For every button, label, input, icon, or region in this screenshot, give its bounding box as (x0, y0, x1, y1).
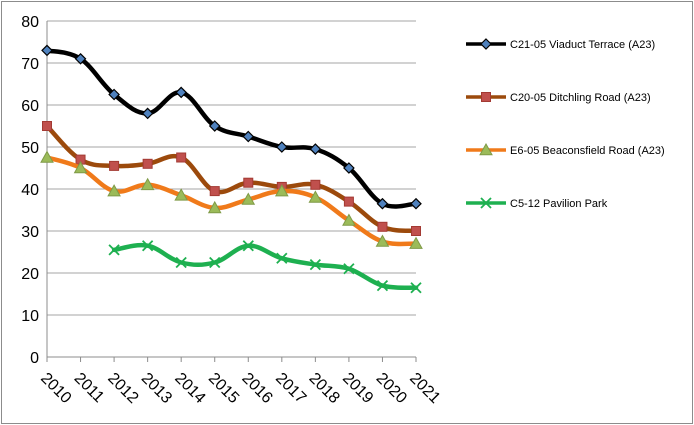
data-point (207, 200, 222, 214)
data-point (140, 177, 155, 191)
data-point (175, 256, 187, 269)
legend-marker (481, 92, 491, 102)
series-0 (41, 44, 422, 210)
x-tick-label: 2021 (406, 370, 443, 407)
data-point (308, 190, 323, 203)
legend-label: C5-12 Pavilion Park (510, 198, 608, 210)
data-point (377, 221, 388, 232)
data-point (242, 130, 255, 143)
legend-item: C5-12 Pavilion Park (466, 197, 608, 210)
data-point (208, 120, 221, 132)
series-lines (40, 44, 423, 294)
x-tick-label: 2018 (306, 370, 343, 407)
legend-item: E6-05 Beaconsfield Road (A23) (466, 142, 665, 157)
data-point (74, 52, 87, 65)
data-point (40, 150, 54, 163)
y-tick-label: 40 (21, 182, 39, 199)
data-point (276, 252, 288, 264)
data-point (411, 226, 421, 236)
data-point (73, 160, 88, 174)
data-point (376, 279, 389, 292)
data-point (142, 158, 153, 169)
y-tick-label: 10 (21, 308, 39, 325)
data-point (343, 263, 355, 275)
data-point (107, 184, 121, 197)
legend-marker (480, 197, 492, 209)
data-point (343, 162, 355, 174)
y-tick-label: 30 (21, 224, 39, 241)
x-tick-label: 2019 (339, 370, 376, 407)
data-point (141, 240, 154, 252)
data-point (275, 141, 288, 153)
data-point (343, 196, 354, 207)
y-tick-label: 20 (21, 266, 39, 283)
legend-marker (480, 38, 492, 50)
legend: C21-05 Viaduct Terrace (A23) C20-05 Ditch… (466, 38, 665, 210)
data-point (209, 186, 220, 197)
y-tick-label: 80 (21, 14, 39, 31)
data-point (309, 143, 322, 155)
data-point (243, 177, 254, 188)
series-3 (108, 240, 422, 294)
data-point (309, 258, 322, 271)
x-tick-label: 2015 (205, 370, 242, 407)
data-point (241, 192, 256, 205)
series-2 (40, 150, 423, 249)
y-tick-label: 50 (21, 140, 39, 157)
y-tick-label: 70 (21, 56, 39, 73)
data-point (310, 179, 321, 190)
x-tick-label: 2011 (71, 370, 107, 406)
data-point (342, 213, 356, 226)
y-tick-label: 60 (21, 98, 39, 115)
data-point (175, 86, 188, 99)
data-point (410, 197, 422, 210)
legend-label: C21-05 Viaduct Terrace (A23) (510, 39, 655, 51)
x-tick-label: 2020 (373, 370, 410, 407)
series-1 (42, 121, 421, 236)
series-line (111, 242, 419, 291)
x-tick-label: 2016 (238, 370, 275, 407)
x-tick-label: 2013 (138, 370, 175, 407)
y-tick-labels: 0 10 20 30 40 50 60 70 80 (21, 14, 39, 367)
data-point (274, 184, 289, 197)
x-tick-label: 2012 (104, 370, 141, 407)
data-point (141, 107, 154, 120)
data-point (41, 44, 53, 57)
legend-item: C20-05 Ditchling Road (A23) (466, 92, 651, 104)
y-tick-label: 0 (30, 350, 39, 367)
legend-marker (479, 142, 493, 156)
legend-label: E6-05 Beaconsfield Road (A23) (510, 145, 665, 157)
axes (46, 21, 417, 362)
data-point (108, 244, 120, 256)
data-point (376, 197, 389, 210)
data-point (174, 188, 189, 201)
legend-item: C21-05 Viaduct Terrace (A23) (466, 38, 655, 51)
data-point (109, 160, 120, 171)
data-point (176, 152, 187, 163)
data-point (375, 234, 390, 247)
data-point (409, 236, 423, 249)
data-point (108, 88, 120, 101)
x-tick-label: 2014 (171, 370, 208, 407)
data-point (242, 240, 254, 252)
data-point (42, 121, 52, 131)
data-point (410, 282, 422, 294)
x-tick-label: 2010 (37, 370, 74, 407)
legend-label: C20-05 Ditchling Road (A23) (510, 92, 651, 104)
gridlines (47, 20, 416, 316)
data-point (209, 256, 221, 269)
x-tick-label: 2017 (272, 370, 309, 407)
x-tick-labels: 2010201120122013201420152016201720182019… (37, 370, 443, 407)
